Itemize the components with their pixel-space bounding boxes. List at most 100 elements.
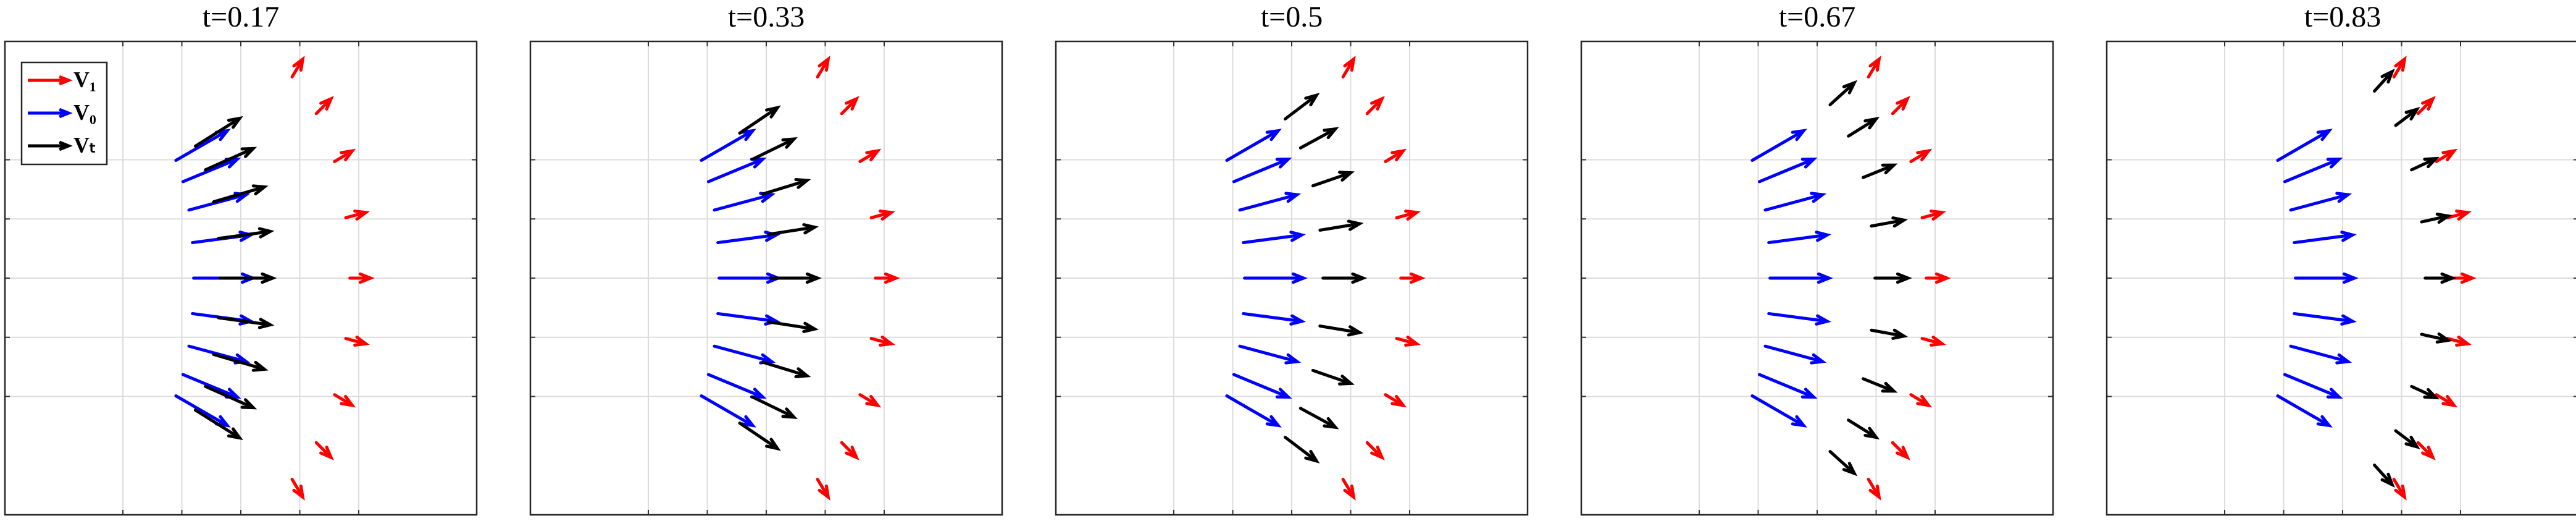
- arrow: [869, 210, 895, 221]
- arrow: [212, 184, 269, 203]
- arrow: [333, 393, 356, 408]
- arrow: [816, 55, 830, 78]
- plot-frame: [529, 40, 1003, 516]
- arrow: [2435, 148, 2458, 163]
- arrow: [1242, 311, 1306, 326]
- arrow: [1767, 311, 1831, 326]
- legend-swatch: [28, 75, 73, 86]
- arrow: [1318, 324, 1364, 337]
- arrow: [1384, 148, 1407, 163]
- arrow: [193, 116, 243, 148]
- arrow: [2410, 384, 2440, 400]
- arrow: [2294, 272, 2359, 284]
- arrow: [858, 393, 882, 408]
- arrow: [751, 137, 798, 161]
- arrow: [1891, 441, 1910, 460]
- arrow: [314, 441, 334, 460]
- arrow: [2293, 231, 2357, 245]
- arrow: [1870, 328, 1909, 340]
- arrow: [1395, 336, 1421, 347]
- panel-title: t=0.33: [728, 1, 805, 33]
- arrow: [290, 478, 305, 501]
- arrow: [348, 272, 375, 284]
- arrow: [1399, 272, 1426, 284]
- arrow: [333, 148, 356, 163]
- arrow: [2420, 213, 2453, 224]
- arrow: [858, 148, 882, 163]
- arrow: [1909, 148, 1933, 163]
- panel-title: t=0.5: [1261, 1, 1323, 33]
- arrow: [1920, 210, 1946, 221]
- arrow: [2435, 393, 2458, 408]
- arrow: [1757, 157, 1818, 184]
- legend-label: V₀: [73, 100, 96, 124]
- arrow: [2410, 156, 2440, 172]
- arrow: [1318, 219, 1364, 232]
- panel-title: t=0.67: [1779, 1, 1855, 33]
- arrow: [1920, 336, 1946, 347]
- plot-frame: [1055, 40, 1529, 516]
- plot-frame: [1580, 40, 2054, 516]
- arrow: [344, 336, 370, 347]
- arrow: [2394, 107, 2420, 127]
- arrow: [738, 421, 781, 451]
- arrow: [1242, 231, 1306, 245]
- arrow: [2416, 441, 2436, 460]
- arrow: [840, 96, 859, 116]
- arrow: [1828, 450, 1858, 477]
- arrow: [767, 320, 819, 333]
- plot-frame: [4, 40, 478, 516]
- arrow: [2420, 332, 2453, 344]
- arrow: [1321, 272, 1368, 284]
- arrow: [1909, 393, 1933, 408]
- arrow: [1768, 272, 1833, 284]
- arrow: [219, 272, 277, 284]
- arrow: [1284, 93, 1320, 121]
- arrow: [2276, 394, 2333, 428]
- arrow: [1365, 441, 1385, 460]
- arrow: [1867, 478, 1881, 501]
- arrow: [2392, 55, 2407, 78]
- arrow: [1341, 478, 1356, 501]
- arrow: [217, 316, 275, 329]
- arrow: [1847, 418, 1880, 440]
- arrow: [2446, 210, 2472, 221]
- panel-title: t=0.83: [2304, 1, 2381, 33]
- arrow: [2392, 478, 2407, 501]
- arrow: [290, 55, 305, 78]
- arrow: [1847, 116, 1880, 138]
- arrow: [1238, 192, 1302, 212]
- legend-swatch: [28, 140, 73, 151]
- arrow: [1311, 171, 1355, 188]
- arrow: [217, 227, 275, 240]
- arrow: [1225, 129, 1282, 162]
- arrow: [2283, 373, 2343, 399]
- arrow: [700, 394, 756, 428]
- arrow: [1365, 96, 1385, 116]
- arrow: [1925, 272, 1951, 284]
- arrow: [761, 360, 811, 378]
- arrow: [738, 105, 781, 135]
- arrow: [1232, 373, 1292, 399]
- arrow: [769, 272, 822, 284]
- arrow: [700, 129, 756, 162]
- arrow: [874, 272, 900, 284]
- arrow: [2373, 68, 2395, 93]
- arrow: [2394, 429, 2420, 449]
- arrow: [1384, 393, 1407, 408]
- arrow: [1891, 96, 1910, 116]
- arrow: [1298, 127, 1339, 150]
- arrow: [1870, 216, 1909, 228]
- arrow: [1395, 210, 1421, 221]
- arrow: [1828, 80, 1858, 106]
- arrow: [2276, 129, 2333, 162]
- arrow: [204, 384, 257, 410]
- arrow: [204, 146, 257, 172]
- arrow: [212, 353, 269, 372]
- arrow: [767, 223, 819, 236]
- arrow: [1867, 55, 1881, 78]
- arrow: [761, 178, 811, 196]
- arrow: [1243, 272, 1308, 284]
- arrow: [2373, 464, 2395, 488]
